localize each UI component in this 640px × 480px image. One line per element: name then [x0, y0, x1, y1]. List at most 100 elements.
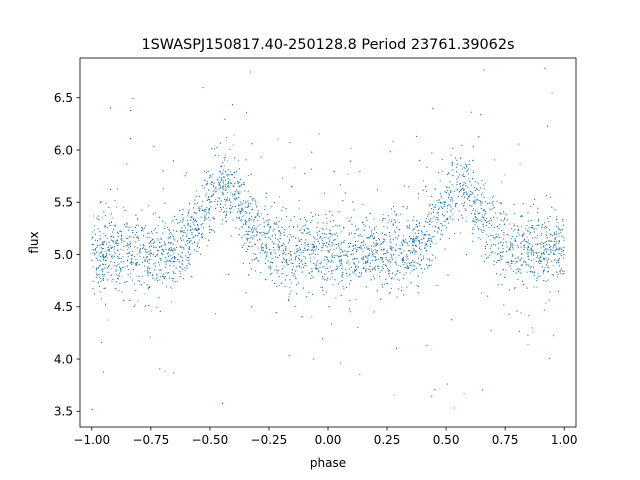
data-point — [492, 201, 494, 203]
data-point — [518, 143, 520, 145]
data-point — [513, 244, 515, 246]
data-point — [210, 201, 212, 203]
data-point — [318, 237, 320, 239]
data-point — [129, 276, 131, 278]
data-point — [191, 231, 193, 234]
data-point — [527, 343, 529, 346]
data-point — [202, 87, 204, 89]
data-point — [311, 274, 313, 277]
data-point — [278, 220, 280, 222]
data-point — [219, 176, 221, 178]
data-point — [122, 206, 124, 208]
data-point — [548, 229, 550, 231]
data-point — [529, 232, 532, 234]
data-point — [435, 188, 437, 190]
data-point — [242, 245, 244, 247]
data-point — [165, 257, 167, 259]
data-point — [232, 206, 234, 208]
data-point — [178, 221, 180, 223]
data-point — [433, 206, 435, 208]
data-point — [346, 217, 348, 219]
data-point — [413, 269, 415, 271]
data-point — [432, 209, 435, 211]
data-point — [457, 218, 459, 221]
data-point — [213, 186, 215, 188]
data-point — [368, 249, 371, 251]
data-point — [110, 224, 112, 226]
data-point — [392, 224, 394, 226]
data-point — [362, 258, 364, 260]
data-point — [363, 266, 365, 268]
data-point — [271, 280, 273, 282]
data-point — [514, 237, 516, 240]
data-point — [302, 249, 304, 252]
data-point — [206, 207, 208, 209]
data-point — [225, 136, 228, 138]
data-point — [397, 265, 399, 267]
data-point — [281, 226, 283, 229]
data-point — [301, 259, 303, 261]
data-point — [363, 257, 365, 259]
data-point — [517, 268, 519, 270]
data-point — [116, 206, 118, 208]
data-point — [489, 208, 491, 210]
data-point — [492, 208, 494, 210]
data-point — [484, 219, 487, 221]
data-point — [251, 245, 253, 248]
data-point — [360, 272, 363, 274]
data-point — [212, 216, 214, 218]
data-point — [460, 185, 462, 187]
data-point — [293, 265, 295, 267]
data-point — [363, 247, 366, 249]
data-point — [412, 245, 414, 247]
data-point — [511, 244, 513, 246]
data-point — [92, 288, 94, 290]
data-point — [138, 275, 140, 277]
data-point — [273, 249, 275, 251]
data-point — [168, 277, 170, 279]
data-point — [396, 270, 398, 272]
data-point — [144, 260, 146, 262]
data-point — [228, 181, 230, 183]
data-point — [105, 202, 107, 204]
data-point — [435, 243, 437, 245]
data-point — [202, 210, 204, 212]
data-point — [265, 196, 267, 198]
data-point — [123, 300, 125, 302]
data-point — [180, 266, 182, 268]
data-point — [393, 278, 395, 280]
data-point — [327, 249, 329, 251]
data-point — [370, 236, 372, 238]
data-point — [341, 263, 343, 265]
data-point — [527, 254, 529, 256]
data-point — [477, 211, 479, 213]
data-point — [165, 263, 167, 265]
data-point — [239, 211, 241, 213]
data-point — [428, 258, 430, 260]
data-point — [285, 246, 287, 248]
data-point — [513, 230, 515, 232]
data-point — [174, 249, 176, 251]
data-point — [274, 256, 277, 258]
data-point — [347, 173, 349, 175]
data-point — [173, 253, 175, 255]
data-point — [480, 207, 482, 209]
data-point — [437, 214, 439, 216]
data-point — [247, 174, 249, 176]
data-point — [480, 204, 482, 206]
data-point — [170, 255, 172, 257]
data-point — [225, 188, 227, 190]
data-point — [328, 232, 331, 234]
data-point — [528, 239, 530, 241]
data-point — [173, 238, 175, 240]
data-point — [383, 263, 385, 265]
data-point — [501, 181, 503, 183]
data-point — [318, 270, 320, 272]
data-point — [375, 231, 378, 233]
data-point — [378, 275, 381, 277]
data-point — [290, 236, 292, 238]
data-point — [266, 251, 268, 254]
data-point — [123, 249, 125, 251]
data-point — [386, 267, 388, 270]
